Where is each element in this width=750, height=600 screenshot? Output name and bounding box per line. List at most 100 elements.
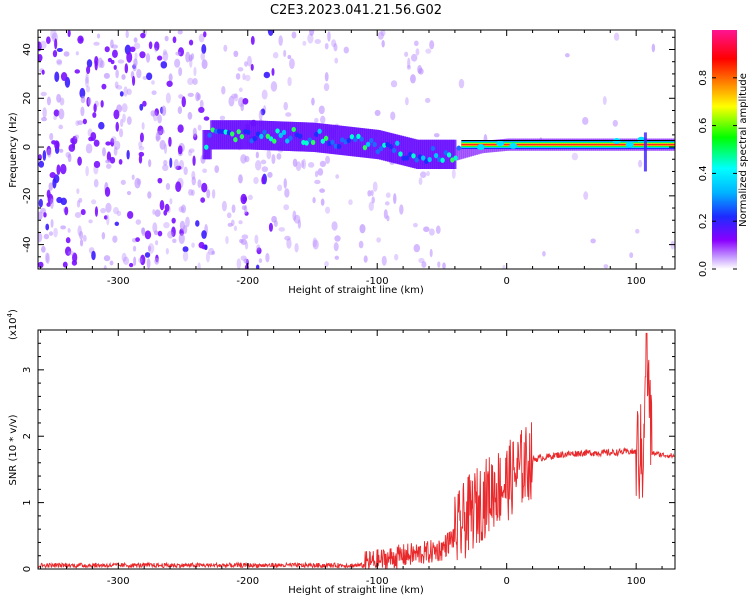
noise-speck bbox=[122, 113, 126, 123]
noise-speck bbox=[165, 183, 171, 191]
noise-speck bbox=[101, 231, 106, 240]
noise-speck bbox=[381, 255, 387, 266]
noise-speck bbox=[193, 66, 197, 77]
noise-speck bbox=[190, 53, 195, 60]
noise-speck bbox=[148, 41, 153, 50]
noise-speck bbox=[160, 61, 168, 69]
noise-speck bbox=[171, 226, 176, 238]
noise-speck bbox=[155, 135, 162, 141]
noise-speck bbox=[88, 219, 93, 224]
noise-speck bbox=[80, 106, 85, 117]
noise-speck bbox=[114, 221, 120, 226]
ridge-halo bbox=[330, 124, 335, 154]
noise-speck bbox=[134, 52, 138, 61]
noise-speck bbox=[178, 94, 184, 99]
snr-scale-note: (x104) bbox=[6, 309, 19, 340]
noise-speck bbox=[206, 189, 211, 199]
noise-speck bbox=[278, 35, 283, 46]
noise-speck bbox=[177, 124, 184, 133]
ridge-core bbox=[453, 155, 458, 161]
noise-speck bbox=[293, 214, 301, 224]
noise-speck bbox=[325, 155, 331, 164]
ridge-core bbox=[230, 131, 235, 137]
noise-speck bbox=[42, 107, 47, 119]
colorbar-tick-label: 0.8 bbox=[698, 70, 709, 86]
noise-speck bbox=[134, 177, 141, 189]
noise-speck bbox=[60, 72, 68, 82]
noise-speck bbox=[407, 57, 411, 69]
ridge-halo bbox=[351, 127, 356, 157]
noise-speck bbox=[96, 33, 101, 39]
noise-speck bbox=[203, 116, 210, 121]
noise-speck bbox=[429, 40, 435, 50]
noise-speck bbox=[161, 105, 167, 117]
snr-scale-exp: 4 bbox=[6, 312, 14, 317]
noise-speck bbox=[140, 227, 146, 235]
snr-scale-close: ) bbox=[8, 309, 19, 313]
noise-speck bbox=[105, 141, 111, 146]
noise-speck bbox=[324, 261, 329, 268]
noise-speck bbox=[77, 35, 84, 44]
noise-speck bbox=[502, 264, 506, 269]
ridge-core bbox=[330, 139, 335, 145]
noise-speck bbox=[318, 105, 325, 115]
ridge-halo bbox=[464, 145, 469, 158]
noise-speck bbox=[302, 40, 307, 46]
noise-speck bbox=[208, 247, 215, 256]
colorbar-label: Normalized spectral amplitude bbox=[738, 73, 749, 227]
noise-speck bbox=[154, 257, 160, 265]
noise-speck bbox=[115, 121, 119, 132]
noise-speck bbox=[226, 212, 232, 219]
noise-speck bbox=[92, 112, 97, 118]
noise-speck bbox=[571, 152, 579, 161]
noise-speck bbox=[261, 176, 265, 185]
noise-speck bbox=[126, 149, 130, 160]
noise-speck bbox=[120, 118, 124, 128]
ridge-core bbox=[388, 143, 394, 150]
noise-speck bbox=[435, 225, 441, 234]
noise-speck bbox=[173, 158, 179, 170]
noise-speck bbox=[583, 191, 589, 200]
noise-speck bbox=[133, 37, 138, 43]
noise-speck bbox=[86, 59, 93, 68]
noise-speck bbox=[358, 240, 364, 249]
ridge-core bbox=[395, 140, 400, 146]
noise-speck bbox=[127, 210, 134, 219]
noise-speck bbox=[201, 182, 208, 193]
noise-speck bbox=[104, 46, 110, 53]
ridge-core bbox=[359, 136, 364, 142]
noise-speck bbox=[182, 225, 188, 234]
noise-speck bbox=[84, 76, 90, 88]
noise-speck bbox=[126, 190, 132, 196]
ridge-halo bbox=[313, 122, 317, 153]
noise-speck bbox=[417, 65, 423, 74]
noise-speck bbox=[102, 147, 106, 157]
noise-speck bbox=[121, 252, 127, 262]
y-tick-label: 1 bbox=[22, 499, 33, 505]
noise-speck bbox=[267, 171, 273, 178]
ridge-halo bbox=[377, 129, 381, 160]
y-tick-label: 2 bbox=[22, 433, 33, 439]
noise-speck bbox=[287, 76, 292, 87]
colorbar-tick-label: 0.4 bbox=[698, 165, 709, 181]
noise-speck bbox=[45, 223, 50, 231]
noise-speck bbox=[105, 163, 112, 169]
noise-speck bbox=[41, 246, 46, 253]
noise-speck bbox=[235, 73, 241, 80]
noise-speck bbox=[284, 235, 291, 241]
ridge-core bbox=[291, 126, 296, 133]
noise-speck bbox=[197, 179, 202, 188]
noise-speck bbox=[41, 116, 47, 122]
noise-speck bbox=[177, 145, 183, 155]
noise-speck bbox=[56, 60, 63, 66]
noise-speck bbox=[109, 156, 116, 164]
noise-speck bbox=[139, 103, 144, 111]
noise-speck bbox=[38, 198, 43, 208]
ridge-core bbox=[278, 132, 283, 138]
colorbar-gradient bbox=[712, 30, 737, 269]
noise-speck bbox=[155, 240, 159, 246]
ridge-core bbox=[259, 133, 264, 139]
noise-speck bbox=[48, 182, 53, 191]
ridge-core bbox=[401, 155, 406, 161]
noise-speck bbox=[44, 252, 49, 263]
